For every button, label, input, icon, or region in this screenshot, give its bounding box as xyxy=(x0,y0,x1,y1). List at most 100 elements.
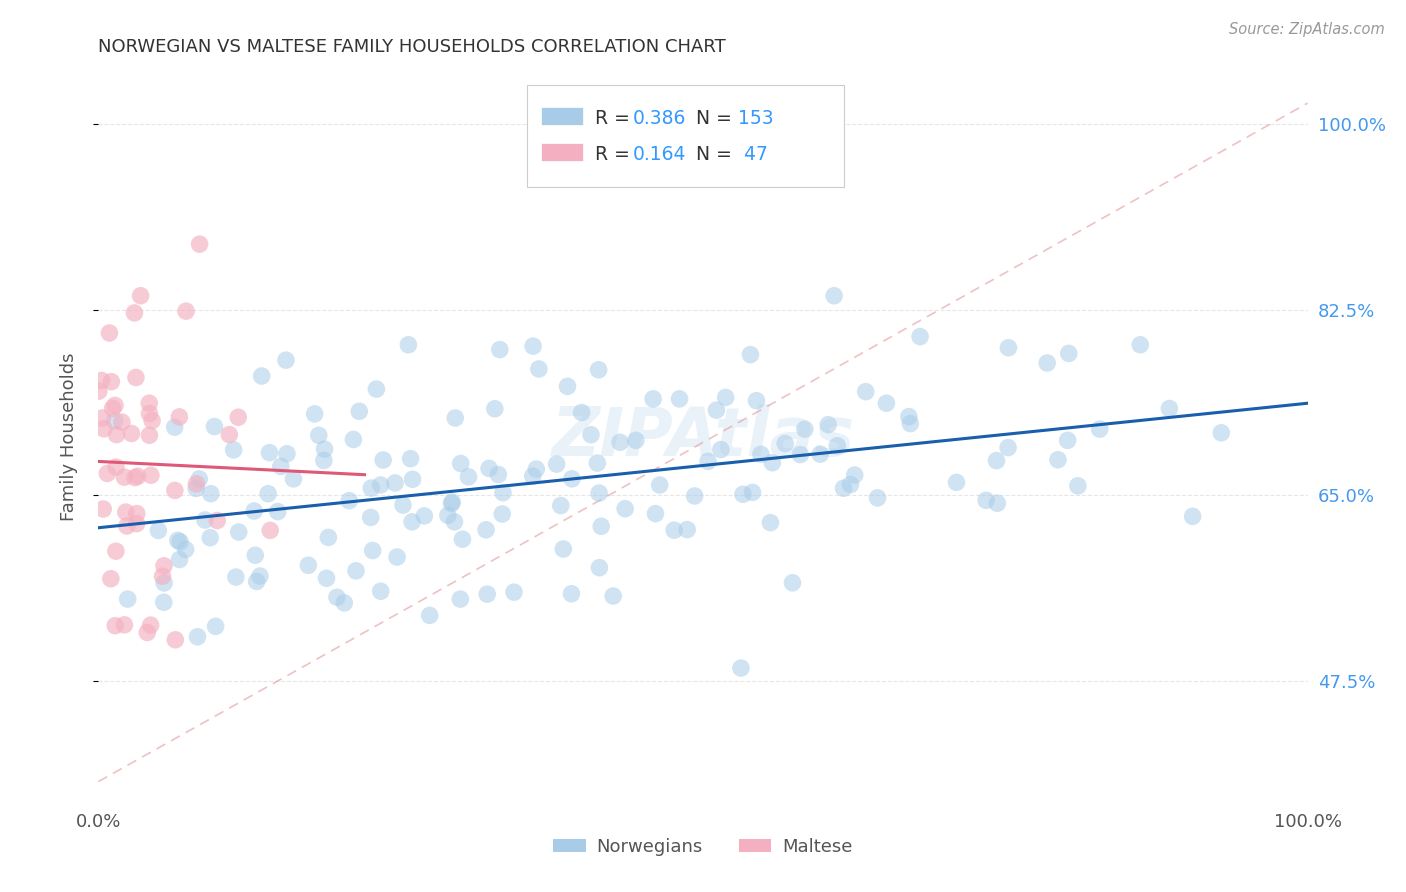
Point xyxy=(486,467,509,482)
Point xyxy=(855,384,877,399)
Point xyxy=(246,574,269,589)
Point xyxy=(207,514,229,528)
Point xyxy=(218,427,240,442)
Point xyxy=(153,595,176,609)
Point xyxy=(125,370,148,384)
Point xyxy=(104,544,127,558)
Point xyxy=(384,475,406,490)
Point xyxy=(274,353,297,368)
Point xyxy=(104,618,127,632)
Point xyxy=(100,375,122,389)
Point xyxy=(602,589,624,603)
Point xyxy=(153,575,176,590)
Point xyxy=(793,422,815,436)
Point xyxy=(546,457,568,471)
Point xyxy=(297,558,319,573)
Point xyxy=(396,338,419,352)
Point xyxy=(697,454,720,468)
Point xyxy=(1046,452,1069,467)
Point xyxy=(315,571,337,585)
Point xyxy=(441,495,464,509)
Point xyxy=(138,396,160,410)
Point xyxy=(560,587,582,601)
Point xyxy=(96,467,118,481)
Point xyxy=(571,405,593,419)
Point xyxy=(522,469,544,483)
Point xyxy=(644,507,666,521)
Point xyxy=(314,442,336,456)
Point xyxy=(101,401,124,416)
Point xyxy=(200,486,222,500)
Point xyxy=(204,619,226,633)
Point xyxy=(114,505,136,519)
Point xyxy=(662,523,685,537)
Point xyxy=(1088,422,1111,436)
Point xyxy=(614,501,637,516)
Point xyxy=(117,592,139,607)
Point xyxy=(308,428,330,442)
Point xyxy=(457,470,479,484)
Point xyxy=(333,596,356,610)
Point xyxy=(245,548,267,562)
Point xyxy=(186,630,208,644)
Point xyxy=(488,343,510,357)
Point xyxy=(93,422,115,436)
Point xyxy=(124,470,146,484)
Point xyxy=(759,516,782,530)
Text: 0.386: 0.386 xyxy=(633,109,686,128)
Point xyxy=(188,237,211,252)
Point xyxy=(104,414,127,428)
Point xyxy=(945,475,967,490)
Text: R =: R = xyxy=(595,145,636,163)
Point xyxy=(741,485,763,500)
Point xyxy=(413,508,436,523)
Point xyxy=(761,456,783,470)
Text: 153: 153 xyxy=(738,109,773,128)
Point xyxy=(169,552,191,566)
Point xyxy=(385,549,408,564)
Point xyxy=(444,411,467,425)
Point xyxy=(591,519,613,533)
Point xyxy=(875,396,897,410)
Point xyxy=(111,415,134,429)
Point xyxy=(683,489,706,503)
Point xyxy=(451,533,474,547)
Point xyxy=(477,587,499,601)
Point xyxy=(745,393,768,408)
Text: N =: N = xyxy=(696,109,738,128)
Point xyxy=(550,499,572,513)
Point xyxy=(419,608,441,623)
Point xyxy=(440,497,463,511)
Point xyxy=(492,485,515,500)
Point xyxy=(527,362,550,376)
Point xyxy=(839,477,862,491)
Point xyxy=(98,326,121,340)
Point xyxy=(139,468,162,483)
Point xyxy=(808,447,831,461)
Point xyxy=(194,513,217,527)
Point xyxy=(997,341,1019,355)
Point xyxy=(114,617,136,632)
Point xyxy=(370,478,392,492)
Point xyxy=(401,472,423,486)
Point xyxy=(152,569,174,583)
Text: Source: ZipAtlas.com: Source: ZipAtlas.com xyxy=(1229,22,1385,37)
Point xyxy=(136,625,159,640)
Point xyxy=(1129,338,1152,352)
Point xyxy=(188,472,211,486)
Text: ZIPAtlas: ZIPAtlas xyxy=(551,404,855,470)
Point xyxy=(226,410,249,425)
Point xyxy=(174,542,197,557)
Point xyxy=(153,558,176,573)
Point xyxy=(1036,356,1059,370)
Point xyxy=(360,481,382,495)
Point xyxy=(443,515,465,529)
Point xyxy=(399,451,422,466)
Point xyxy=(827,439,849,453)
Point xyxy=(186,476,208,491)
Point xyxy=(844,468,866,483)
Point xyxy=(163,420,186,434)
Point xyxy=(898,417,921,431)
Point xyxy=(866,491,889,505)
Point xyxy=(986,496,1008,510)
